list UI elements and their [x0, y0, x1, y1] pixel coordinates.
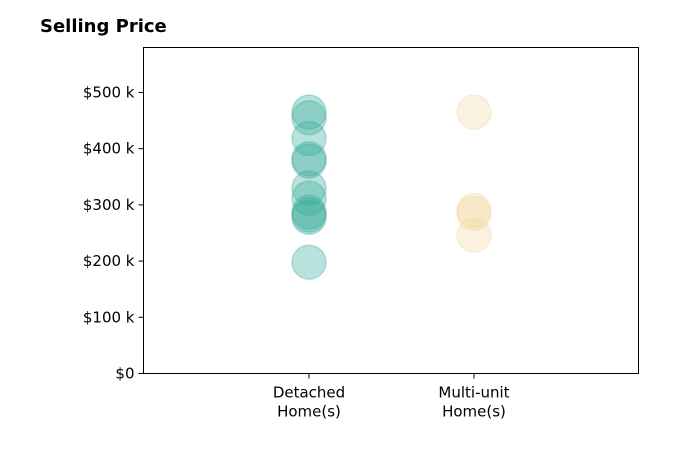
chart-title: Selling Price: [40, 16, 167, 37]
x-tick-label: Home(s): [277, 403, 341, 421]
y-tick-label: $300 k: [83, 196, 135, 214]
data-point: [291, 100, 327, 136]
data-point: [291, 199, 327, 235]
plot-frame: [143, 47, 639, 374]
data-point: [291, 141, 327, 177]
data-point: [291, 143, 327, 179]
data-point: [291, 180, 327, 216]
y-tick-label: $0: [115, 365, 134, 383]
data-point: [456, 94, 492, 130]
y-tick-label: $100 k: [83, 308, 135, 326]
x-tick-label: Home(s): [442, 403, 506, 421]
y-axis: $0 $100 k $200 k $300 k $400 k $500 k: [83, 83, 144, 383]
y-tick-label: $500 k: [83, 83, 135, 101]
data-points: [291, 94, 492, 280]
data-point: [291, 244, 327, 280]
y-tick-label: $400 k: [83, 140, 135, 158]
data-point: [291, 120, 327, 157]
data-point: [456, 195, 492, 232]
y-tick-label: $200 k: [83, 252, 135, 270]
data-point: [456, 217, 492, 253]
x-tick-label: Detached: [273, 384, 345, 402]
data-point: [291, 170, 327, 206]
data-point: [291, 197, 327, 233]
data-point: [291, 94, 327, 130]
data-point: [456, 192, 492, 229]
data-point: [291, 194, 327, 230]
x-tick-label: Multi-unit: [438, 384, 509, 402]
